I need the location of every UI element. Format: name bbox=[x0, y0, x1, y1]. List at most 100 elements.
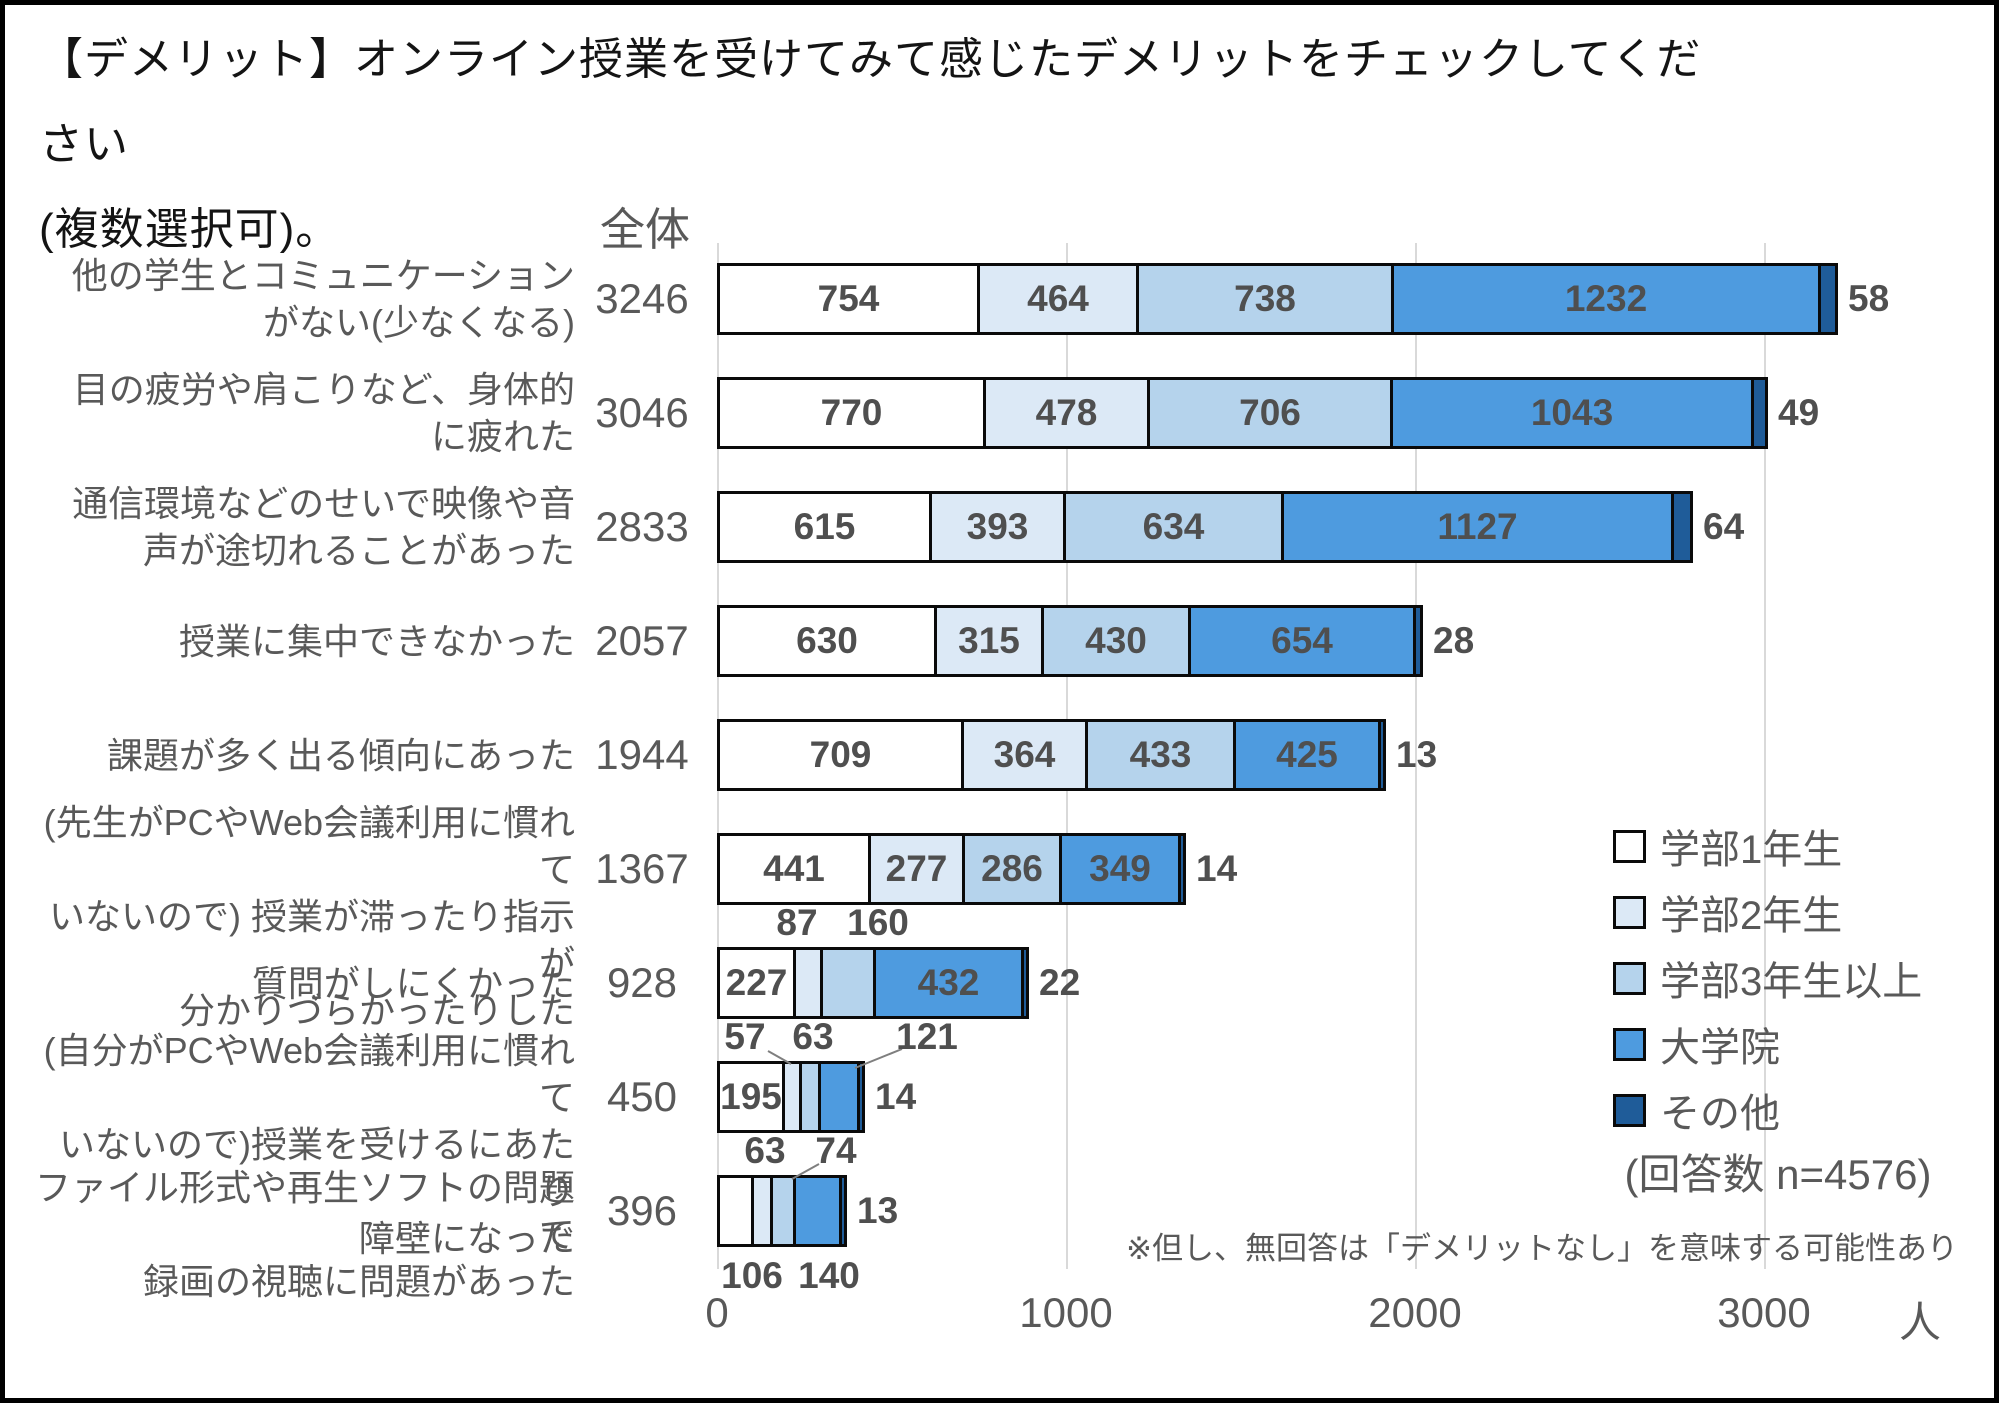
bar-segment-その他 bbox=[1818, 263, 1838, 335]
category-label: ファイル形式や再生ソフトの問題で 録画の視聴に問題があった bbox=[35, 1167, 576, 1302]
segment-value-label: 770 bbox=[820, 392, 883, 433]
segment-value-label: 1127 bbox=[1437, 506, 1518, 547]
legend-label: 学部3年生以上 bbox=[1660, 960, 1923, 1004]
legend-item: 学部2年生 bbox=[1613, 879, 1922, 945]
leader-lines bbox=[767, 1048, 903, 1180]
bar-segment-学部1年生: 630 bbox=[717, 605, 937, 677]
callout-value-label: 63 bbox=[744, 1130, 786, 1171]
respondents-count: (回答数 n=4576) bbox=[1624, 1151, 1932, 1198]
bar-segment-学部3年生以上: 433 bbox=[1085, 719, 1236, 791]
bar-segment-大学院: 1043 bbox=[1390, 377, 1754, 449]
bar-segment-学部2年生: 478 bbox=[983, 377, 1150, 449]
stacked-bar: 630 315 430 654 bbox=[717, 605, 1423, 677]
callout-value-label: 140 bbox=[798, 1255, 860, 1296]
segment-value-label: 432 bbox=[917, 962, 980, 1003]
stacked-bar: 441 277 286 349 bbox=[717, 833, 1186, 905]
bar-segment-その他 bbox=[1751, 377, 1768, 449]
legend-swatch-学部1年生 bbox=[1613, 829, 1646, 863]
bar-segment-学部3年生以上 bbox=[820, 947, 876, 1019]
segment-value-label-outside: 28 bbox=[1433, 620, 1475, 661]
legend-swatch-学部2年生 bbox=[1613, 895, 1646, 929]
bar-segment-学部2年生: 277 bbox=[868, 833, 965, 905]
segment-value-label: 195 bbox=[720, 1076, 782, 1117]
bar-segment-学部3年生以上: 430 bbox=[1041, 605, 1191, 677]
category-label: 通信環境などのせいで映像や音 声が途切れることがあった bbox=[72, 483, 575, 571]
callout-value-label: 63 bbox=[792, 1016, 834, 1057]
segment-value-label: 709 bbox=[809, 734, 872, 775]
legend-swatch-学部3年生以上 bbox=[1613, 961, 1646, 995]
bar-segment-学部3年生以上: 738 bbox=[1136, 263, 1394, 335]
category-label: 授業に集中できなかった bbox=[178, 621, 575, 662]
segment-value-label: 425 bbox=[1276, 734, 1338, 775]
category-label: (自分がPCやWeb会議利用に慣れて いないので)授業を受けるにあたり 障壁にな… bbox=[43, 1030, 575, 1259]
bar-segment-その他 bbox=[1378, 719, 1386, 791]
segment-value-label: 315 bbox=[958, 620, 1020, 661]
category-label: 質問がしにくかった bbox=[251, 963, 575, 1004]
gridline bbox=[1764, 243, 1766, 1269]
bar-segment-その他 bbox=[1178, 833, 1186, 905]
segment-value-label: 277 bbox=[885, 848, 948, 889]
total-value: 928 bbox=[606, 959, 678, 1006]
segment-value-label: 1043 bbox=[1530, 392, 1614, 433]
total-value: 1367 bbox=[595, 845, 689, 892]
stacked-bar: 615 393 634 1127 bbox=[717, 491, 1693, 563]
segment-value-label-outside: 58 bbox=[1848, 278, 1890, 319]
callout-value-label: 121 bbox=[896, 1016, 958, 1057]
segment-value-label-outside: 64 bbox=[1703, 506, 1745, 547]
segment-value-label: 1232 bbox=[1564, 278, 1648, 319]
segment-value-label-outside: 13 bbox=[857, 1190, 899, 1231]
bar-segment-学部2年生: 364 bbox=[961, 719, 1088, 791]
stacked-bar: 770 478 706 1043 bbox=[717, 377, 1768, 449]
legend-item: その他 bbox=[1613, 1077, 1922, 1143]
stacked-bar: 227 432 bbox=[717, 947, 1029, 1019]
axis-tick-label: 1000 bbox=[1019, 1289, 1113, 1336]
total-value: 2057 bbox=[595, 617, 689, 664]
segment-value-label: 754 bbox=[817, 278, 880, 319]
segment-value-label: 464 bbox=[1027, 278, 1089, 319]
bar-segment-大学院: 1127 bbox=[1281, 491, 1674, 563]
legend-label: その他 bbox=[1660, 1092, 1780, 1136]
segment-value-label: 615 bbox=[793, 506, 856, 547]
bar-segment-学部3年生以上: 286 bbox=[962, 833, 1062, 905]
bar-segment-その他 bbox=[1021, 947, 1029, 1019]
bar-segment-学部1年生: 195 bbox=[717, 1061, 785, 1133]
category-label: 課題が多く出る傾向にあった bbox=[106, 735, 575, 776]
stacked-bar: 195 bbox=[717, 1061, 865, 1133]
segment-value-label: 364 bbox=[993, 734, 1056, 775]
bar-segment-学部1年生: 441 bbox=[717, 833, 871, 905]
total-value: 396 bbox=[606, 1187, 678, 1234]
axis-tick-label: 2000 bbox=[1368, 1289, 1462, 1336]
bar-segment-学部1年生: 615 bbox=[717, 491, 932, 563]
segment-value-label-outside: 14 bbox=[1196, 848, 1238, 889]
segment-value-label: 393 bbox=[966, 506, 1029, 547]
legend-label: 学部2年生 bbox=[1660, 894, 1843, 938]
axis-tick-label: 3000 bbox=[1717, 1289, 1811, 1336]
legend-swatch-その他 bbox=[1613, 1093, 1646, 1127]
chart-title: 【デメリット】オンライン授業を受けてみて感じたデメリットをチェックしてください … bbox=[39, 35, 1702, 254]
bar-segment-学部3年生以上 bbox=[770, 1175, 796, 1247]
category-label: 目の疲労や肩こりなど、身体的 に疲れた bbox=[72, 369, 575, 457]
footnote: ※但し、無回答は「デメリットなし」を意味する可能性あり bbox=[1126, 1231, 1958, 1266]
bar-segment-学部2年生: 393 bbox=[929, 491, 1066, 563]
segment-value-label: 433 bbox=[1129, 734, 1192, 775]
legend-item: 大学院 bbox=[1613, 1011, 1922, 1077]
segment-value-label: 654 bbox=[1271, 620, 1333, 661]
segment-value-label: 706 bbox=[1239, 392, 1301, 433]
axis-tick-label: 0 bbox=[705, 1289, 729, 1336]
bar-segment-大学院: 1232 bbox=[1391, 263, 1821, 335]
stacked-bar: 754 464 738 1232 bbox=[717, 263, 1838, 335]
gridline bbox=[1415, 243, 1417, 1269]
segment-value-label: 286 bbox=[981, 848, 1043, 889]
callout-value-label: 106 bbox=[721, 1255, 783, 1296]
total-value: 3046 bbox=[595, 389, 689, 436]
callout-value-label: 87 bbox=[776, 902, 818, 943]
legend-label: 大学院 bbox=[1660, 1026, 1780, 1070]
segment-value-label: 430 bbox=[1085, 620, 1147, 661]
bar-segment-その他 bbox=[857, 1061, 865, 1133]
segment-value-label: 634 bbox=[1142, 506, 1205, 547]
segment-value-label: 441 bbox=[763, 848, 825, 889]
total-value: 3246 bbox=[595, 275, 689, 322]
segment-value-label: 738 bbox=[1234, 278, 1296, 319]
segment-value-label: 630 bbox=[796, 620, 858, 661]
